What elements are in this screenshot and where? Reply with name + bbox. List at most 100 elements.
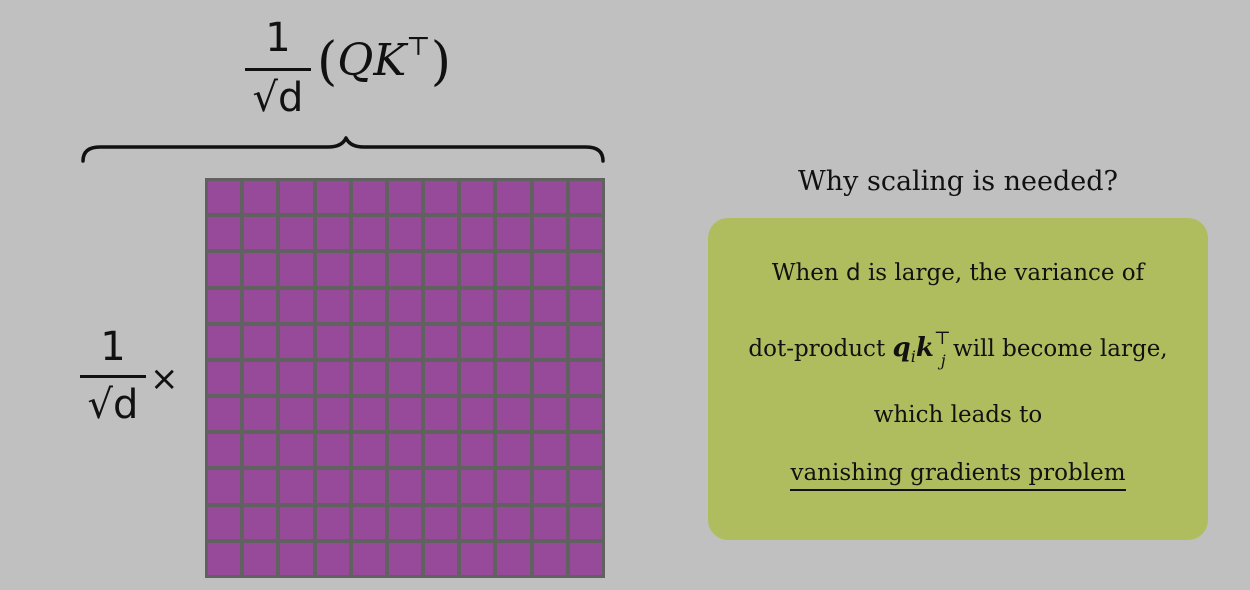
matrix-cell	[280, 506, 313, 539]
matrix-cell	[388, 253, 422, 286]
matrix-cell	[533, 325, 566, 358]
explanation-box: When d is large, the variance of dot-pro…	[708, 218, 1208, 540]
matrix-cell	[461, 217, 494, 250]
matrix-cell	[388, 434, 422, 467]
matrix-cell	[425, 470, 458, 503]
matrix-cell	[208, 253, 241, 286]
matrix-cell	[461, 506, 494, 539]
matrix-cell	[461, 253, 494, 286]
matrix-cell	[280, 542, 313, 575]
fraction-bar	[245, 68, 311, 71]
matrix-cell	[388, 542, 422, 575]
matrix-cell	[425, 398, 458, 431]
explanation-line-4: vanishing gradients problem	[708, 460, 1208, 491]
matrix-cell	[569, 325, 602, 358]
matrix-cell	[425, 181, 458, 214]
matrix-cell	[352, 217, 385, 250]
matrix-cell	[244, 181, 277, 214]
dot-product-formula: qik⊤j	[892, 328, 951, 370]
matrix-cell	[244, 217, 277, 250]
matrix-cell	[352, 253, 385, 286]
matrix-cell	[244, 542, 277, 575]
matrix-cell	[352, 361, 385, 395]
matrix-cell	[244, 470, 277, 503]
matrix-cell	[461, 398, 494, 431]
matrix-cell	[388, 289, 422, 322]
matrix-cell	[280, 253, 313, 286]
explanation-line-3: which leads to	[873, 402, 1043, 428]
matrix-cell	[280, 181, 313, 214]
matrix-cell	[388, 325, 422, 358]
matrix-cell	[280, 217, 313, 250]
matrix-cell	[208, 542, 241, 575]
matrix-cell	[533, 253, 566, 286]
matrix-cell	[352, 470, 385, 503]
matrix-cell	[208, 398, 241, 431]
fraction-numerator-left: 1	[100, 324, 126, 370]
matrix-cell	[497, 470, 530, 503]
matrix-cell	[533, 506, 566, 539]
fraction-denominator-left: √d	[87, 382, 139, 428]
qk-transpose-expression: (QK⊤)	[317, 32, 451, 92]
matrix-cell	[316, 325, 349, 358]
matrix-cell	[569, 361, 602, 395]
matrix-cell	[352, 542, 385, 575]
scale-fraction-left: 1 √d	[80, 325, 146, 435]
matrix-cell	[461, 181, 494, 214]
matrix-cell	[425, 289, 458, 322]
scale-fraction: 1 √d	[245, 8, 311, 120]
matrix-cell	[316, 253, 349, 286]
matrix-cell	[569, 470, 602, 503]
why-scaling-title: Why scaling is needed?	[797, 166, 1119, 197]
matrix-cell	[280, 470, 313, 503]
matrix-cell	[244, 289, 277, 322]
matrix-cell	[461, 470, 494, 503]
matrix-cell	[208, 289, 241, 322]
matrix-cell	[388, 398, 422, 431]
matrix-cell	[352, 325, 385, 358]
matrix-cell	[280, 434, 313, 467]
fraction-bar-left	[80, 375, 146, 378]
matrix-cell	[425, 506, 458, 539]
curly-brace	[81, 136, 605, 163]
matrix-cell	[316, 181, 349, 214]
attention-score-matrix	[205, 178, 605, 578]
matrix-cell	[316, 434, 349, 467]
matrix-cell	[388, 506, 422, 539]
matrix-cell	[244, 253, 277, 286]
matrix-cell	[497, 325, 530, 358]
matrix-cell	[497, 434, 530, 467]
matrix-cell	[316, 506, 349, 539]
matrix-cell	[388, 361, 422, 395]
matrix-cell	[533, 398, 566, 431]
matrix-cell	[244, 506, 277, 539]
matrix-cell	[461, 289, 494, 322]
matrix-cell	[352, 506, 385, 539]
matrix-cell	[533, 289, 566, 322]
matrix-cell	[352, 398, 385, 431]
matrix-cell	[569, 434, 602, 467]
matrix-cell	[533, 181, 566, 214]
scaled-qk-formula: 1 √d (QK⊤)	[245, 8, 465, 120]
matrix-cell	[280, 325, 313, 358]
matrix-cell	[208, 181, 241, 214]
times-symbol: ×	[150, 359, 179, 399]
matrix-cell	[352, 434, 385, 467]
matrix-cell	[316, 470, 349, 503]
matrix-cell	[425, 434, 458, 467]
matrix-cell	[425, 361, 458, 395]
matrix-cell	[316, 217, 349, 250]
explanation-line-2: dot-product qik⊤j will become large,	[748, 328, 1168, 370]
matrix-cell	[208, 217, 241, 250]
matrix-cell	[280, 289, 313, 322]
matrix-cell	[569, 289, 602, 322]
matrix-cell	[497, 361, 530, 395]
matrix-cell	[497, 181, 530, 214]
vanishing-gradients-text: vanishing gradients problem	[790, 460, 1126, 491]
matrix-cell	[497, 217, 530, 250]
matrix-cell	[461, 361, 494, 395]
matrix-cell	[497, 289, 530, 322]
matrix-cell	[533, 434, 566, 467]
matrix-cell	[316, 289, 349, 322]
matrix-cell	[208, 506, 241, 539]
